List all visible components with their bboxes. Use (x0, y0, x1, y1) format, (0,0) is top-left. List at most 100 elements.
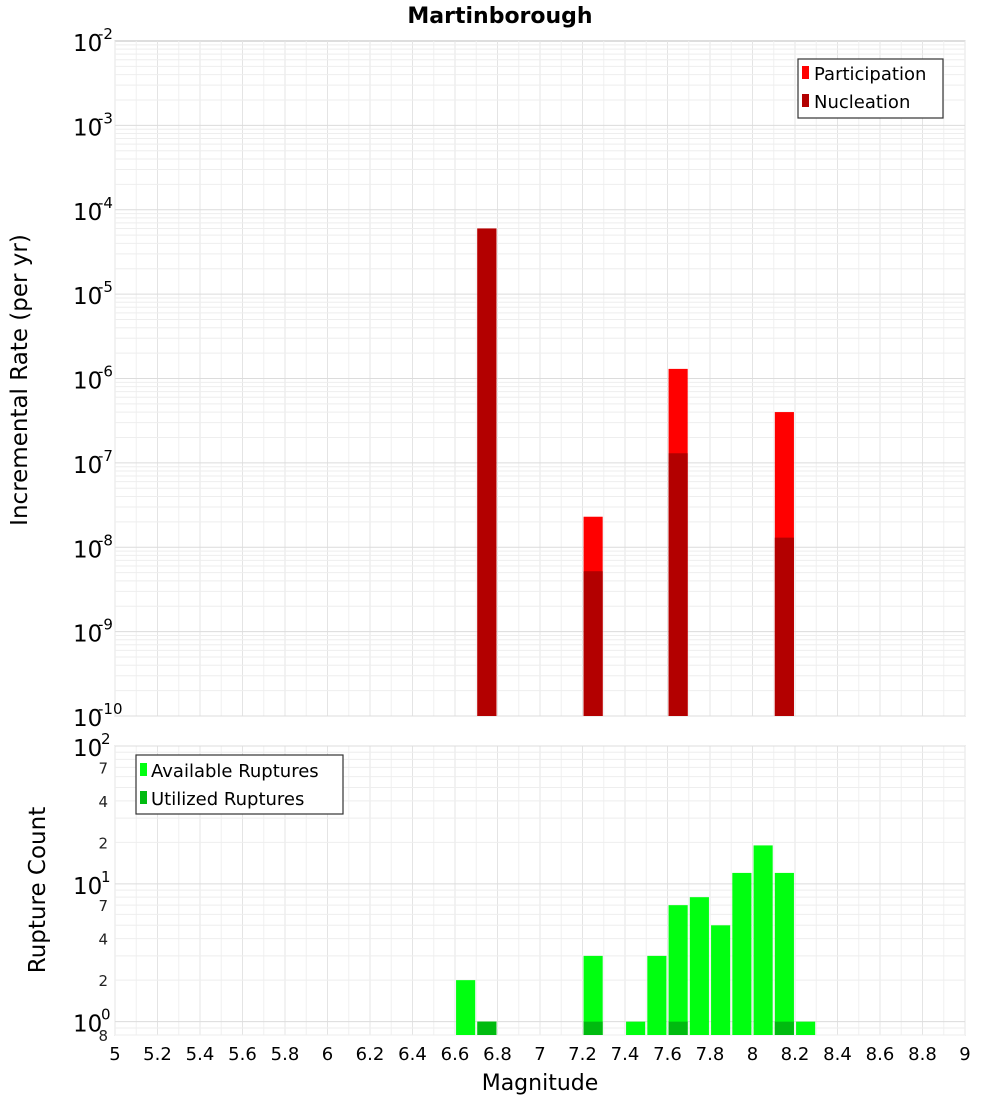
x-tick-label: 5 (109, 1044, 120, 1065)
x-tick-label: 7.6 (653, 1044, 682, 1065)
tick-base: 10 (73, 736, 102, 762)
x-tick-labels: 5 5.2 5.4 5.6 5.8 6 6.2 6.4 6.6 6.8 7 7.2 7.4 7.6 7.8 8… (109, 1044, 970, 1065)
bar-available-ruptures (668, 905, 688, 1035)
bottom-legend-box (135, 754, 344, 815)
tick-base: 10 (73, 369, 102, 395)
tick-base: 10 (73, 31, 102, 57)
top-y-tick-label: 10-3 (73, 109, 113, 141)
top-y-tick-label: 10-2 (73, 25, 113, 57)
bottom-y-tick-label: 100 (73, 1006, 111, 1038)
x-tick-label: 5.6 (228, 1044, 257, 1065)
top-y-tick-label: 10-6 (73, 363, 113, 395)
bar-nucleation (477, 228, 497, 716)
x-tick-label: 6.8 (483, 1044, 512, 1065)
tick-exponent: -4 (98, 194, 113, 212)
legend-swatch-utilized (140, 791, 147, 804)
bar-available-ruptures (456, 980, 476, 1035)
tick-exponent: 1 (101, 868, 111, 886)
bottom-bars (456, 845, 816, 1035)
legend-swatch-participation (802, 66, 809, 79)
bar-available-ruptures (583, 955, 603, 1035)
x-tick-label: 8.6 (866, 1044, 895, 1065)
x-tick-label: 9 (959, 1044, 970, 1065)
top-legend: Participation Nucleation (797, 58, 944, 119)
x-tick-label: 8.2 (781, 1044, 810, 1065)
tick-exponent: -6 (98, 363, 113, 381)
top-y-tick-label: 10-10 (73, 700, 123, 732)
tick-exponent: -7 (98, 447, 113, 465)
bottom-y-minor-tick-label: 4 (98, 931, 108, 949)
tick-base: 10 (73, 453, 102, 479)
x-tick-label: 5.2 (143, 1044, 172, 1065)
bottom-y-minor-tick-label: 7 (98, 897, 108, 915)
top-y-tick-label: 10-4 (73, 194, 113, 226)
x-tick-label: 7 (534, 1044, 545, 1065)
legend-swatch-nucleation (802, 94, 809, 107)
bottom-y-minor-tick-label: 2 (98, 972, 108, 990)
top-y-axis-label: Incremental Rate (per yr) (7, 234, 33, 526)
bar-nucleation (774, 537, 794, 716)
bottom-y-minor-tick-label: 2 (98, 834, 108, 852)
top-y-tick-label: 10-8 (73, 531, 113, 563)
tick-exponent: -2 (98, 25, 113, 43)
tick-base: 10 (73, 537, 102, 563)
x-tick-label: 7.8 (696, 1044, 725, 1065)
bar-available-ruptures (732, 872, 752, 1035)
bottom-y-minor-tick-label: 8 (98, 1027, 108, 1045)
tick-base: 10 (73, 284, 102, 310)
legend-label-participation: Participation (814, 64, 926, 85)
bottom-y-tick-label: 101 (73, 868, 111, 900)
bar-nucleation (583, 571, 603, 716)
tick-exponent: -3 (98, 109, 113, 127)
top-grid (114, 41, 966, 717)
x-tick-label: 7.4 (611, 1044, 640, 1065)
legend-label-available: Available Ruptures (151, 761, 319, 782)
bar-utilized-ruptures (668, 1021, 688, 1035)
bar-available-ruptures (647, 955, 667, 1035)
bottom-grid (114, 745, 966, 1036)
x-tick-label: 5.4 (186, 1044, 215, 1065)
tick-exponent: -5 (98, 278, 113, 296)
bottom-y-minor-tick-label: 7 (98, 759, 108, 777)
x-tick-label: 7.2 (568, 1044, 597, 1065)
bar-utilized-ruptures (583, 1021, 603, 1035)
x-tick-label: 8.4 (823, 1044, 852, 1065)
bar-available-ruptures (626, 1021, 646, 1035)
top-y-tick-label: 10-5 (73, 278, 113, 310)
bar-available-ruptures (711, 925, 731, 1035)
bar-nucleation (668, 453, 688, 716)
bottom-legend: Available Ruptures Utilized Ruptures (135, 754, 344, 815)
x-tick-label: 5.8 (271, 1044, 300, 1065)
tick-exponent: 0 (101, 1006, 111, 1024)
x-tick-label: 8.8 (908, 1044, 937, 1065)
tick-base: 10 (73, 200, 102, 226)
bar-available-ruptures (796, 1021, 816, 1035)
bar-available-ruptures (774, 872, 794, 1035)
x-tick-label: 6.4 (398, 1044, 427, 1065)
tick-exponent: 2 (101, 730, 111, 748)
x-tick-label: 6 (322, 1044, 333, 1065)
tick-base: 10 (73, 1012, 102, 1038)
top-bars (477, 228, 794, 716)
top-y-tick-label: 10-7 (73, 447, 113, 479)
bottom-y-minor-tick-label: 4 (98, 793, 108, 811)
tick-exponent: -10 (98, 700, 123, 718)
legend-label-utilized: Utilized Ruptures (151, 789, 304, 810)
x-tick-label: 8 (747, 1044, 758, 1065)
x-tick-label: 6.2 (356, 1044, 385, 1065)
bar-available-ruptures (689, 897, 709, 1035)
tick-base: 10 (73, 706, 102, 732)
top-y-tick-label: 10-9 (73, 616, 113, 648)
legend-label-nucleation: Nucleation (814, 92, 910, 113)
chart-title: Martinborough (407, 4, 592, 29)
x-axis-label: Magnitude (482, 1071, 599, 1096)
tick-base: 10 (73, 115, 102, 141)
bottom-y-axis-label: Rupture Count (25, 807, 51, 973)
tick-exponent: -8 (98, 531, 113, 549)
bar-utilized-ruptures (477, 1021, 497, 1035)
